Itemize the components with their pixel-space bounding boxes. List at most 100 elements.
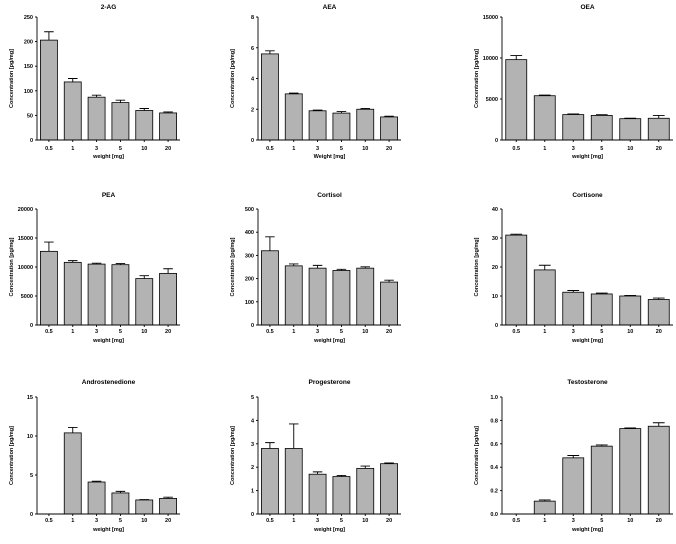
x-tick-label: 3 (95, 518, 98, 524)
y-tick-label: 15 (27, 395, 33, 401)
y-tick-label: 4 (251, 77, 255, 83)
x-axis-label: Weight [mg] (314, 154, 346, 160)
x-tick-label: 0.5 (266, 146, 274, 152)
x-axis-label: weight [mg] (313, 527, 345, 533)
y-axis-label: Concentration [pg/mg] (9, 237, 15, 296)
y-tick-label: 0.0 (490, 512, 498, 518)
axes (502, 397, 673, 514)
x-tick-label: 20 (165, 146, 171, 152)
axes (37, 209, 180, 325)
x-tick-label: 1 (292, 146, 295, 152)
x-tick-label: 3 (316, 146, 319, 152)
x-tick-label: 5 (119, 329, 122, 335)
x-tick-label: 3 (572, 329, 575, 335)
chart-title: AEA (323, 4, 337, 11)
x-tick-label: 3 (316, 329, 319, 335)
chart-title: Testosterone (567, 379, 608, 386)
y-axis-label: Concentration [pg/mg] (474, 49, 480, 108)
y-tick-label: 10000 (18, 265, 33, 271)
error-bar (68, 427, 78, 432)
y-tick-label: 10 (27, 434, 33, 440)
x-tick-label: 0.5 (45, 146, 53, 152)
x-tick-label: 1 (543, 518, 546, 524)
y-tick-label: 1 (251, 489, 254, 495)
x-tick-label: 0.5 (45, 329, 53, 335)
x-tick-label: 0.5 (512, 329, 520, 335)
error-bar (44, 242, 54, 251)
bar (591, 446, 612, 514)
bar (357, 468, 374, 514)
chart-title: Progesterone (309, 379, 351, 386)
x-tick-label: 20 (656, 329, 662, 335)
x-axis-label: weight [mg] (571, 527, 603, 533)
y-tick-label: 0 (495, 323, 498, 329)
x-tick-label: 10 (362, 329, 368, 335)
bar (309, 474, 326, 514)
bar (381, 117, 398, 140)
y-tick-label: 0 (251, 512, 254, 518)
error-bar (539, 265, 551, 270)
bar (160, 113, 177, 140)
bar (620, 429, 641, 514)
x-tick-label: 3 (95, 146, 98, 152)
y-tick-label: 8 (251, 15, 254, 21)
x-tick-label: 5 (600, 329, 603, 335)
x-tick-label: 5 (340, 518, 343, 524)
x-tick-label: 10 (627, 329, 633, 335)
error-bar (163, 269, 173, 274)
bar (285, 448, 302, 514)
bar (648, 426, 669, 514)
bar (534, 270, 555, 325)
y-tick-label: 10000 (483, 56, 498, 62)
y-tick-label: 0.2 (490, 489, 498, 495)
y-tick-label: 100 (245, 300, 254, 306)
error-bar (265, 443, 275, 449)
x-tick-label: 0.5 (266, 518, 274, 524)
x-tick-label: 10 (141, 146, 147, 152)
bar (160, 273, 177, 325)
x-tick-label: 20 (165, 329, 171, 335)
y-tick-label: 500 (245, 207, 254, 213)
bar (261, 251, 278, 325)
x-tick-label: 20 (386, 146, 392, 152)
y-tick-label: 2 (251, 465, 254, 471)
axes (37, 397, 180, 514)
error-bar (68, 79, 78, 82)
y-tick-label: 0 (30, 138, 33, 144)
y-tick-label: 200 (245, 277, 254, 283)
y-tick-label: 40 (492, 207, 498, 213)
y-tick-label: 0.8 (490, 418, 498, 424)
x-tick-label: 3 (95, 329, 98, 335)
y-tick-label: 0.4 (490, 465, 499, 471)
axes (258, 209, 401, 325)
y-tick-label: 0.6 (490, 442, 498, 448)
x-tick-label: 1 (71, 518, 74, 524)
bar (136, 500, 153, 514)
x-tick-label: 1 (292, 329, 295, 335)
y-tick-label: 0 (30, 512, 33, 518)
bar (506, 235, 527, 325)
y-tick-label: 400 (245, 230, 254, 236)
axes (502, 17, 673, 140)
error-bar (265, 51, 275, 54)
bar (381, 282, 398, 325)
y-tick-label: 3 (251, 442, 254, 448)
x-axis-label: weight [mg] (571, 338, 603, 344)
bar (620, 296, 641, 325)
x-tick-label: 1 (71, 329, 74, 335)
x-tick-label: 3 (572, 518, 575, 524)
bar (261, 448, 278, 514)
x-axis-label: weight [mg] (92, 338, 124, 344)
bar (64, 433, 81, 514)
y-axis-label: Concentration [pg/mg] (474, 237, 480, 296)
x-tick-label: 20 (386, 329, 392, 335)
x-tick-label: 20 (656, 518, 662, 524)
error-bar (653, 423, 665, 427)
bar (88, 482, 105, 514)
y-axis-label: Concentration [pg/mg] (474, 426, 480, 485)
